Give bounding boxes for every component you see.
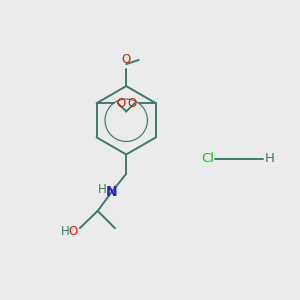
Text: Cl: Cl [201,152,214,165]
Text: N: N [106,184,118,199]
Text: O: O [116,97,125,110]
Text: H: H [61,225,70,238]
Text: O: O [68,225,77,238]
Text: O: O [122,53,131,67]
Text: H: H [98,183,106,196]
Text: O: O [127,97,136,110]
Text: H: H [264,152,274,165]
